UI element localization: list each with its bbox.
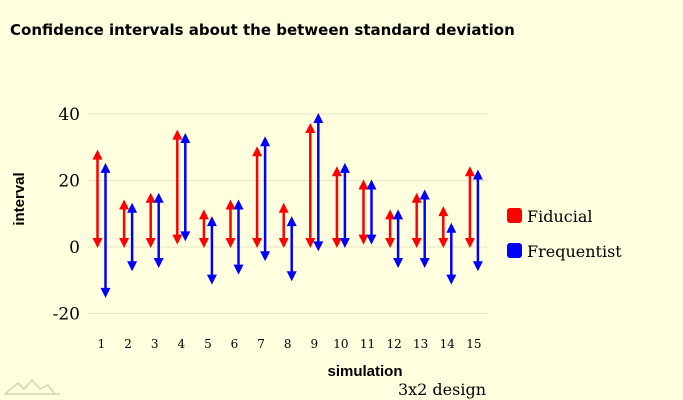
x-tick-label: 5 [204, 337, 212, 351]
interval-fiducial [278, 202, 289, 248]
y-tick-label: -20 [53, 305, 80, 325]
x-tick-label: 10 [333, 337, 348, 351]
y-tick-label: 0 [69, 238, 80, 258]
legend-swatch [507, 243, 522, 258]
x-tick-label: 11 [360, 337, 375, 351]
interval-frequentist [339, 162, 350, 248]
interval-fiducial [92, 149, 103, 248]
x-tick-label: 7 [257, 337, 265, 351]
interval-fiducial [305, 122, 316, 248]
x-tick-label: 6 [231, 337, 239, 351]
legend-label: Fiducial [527, 207, 593, 226]
x-tick-label: 2 [124, 337, 132, 351]
y-tick-label: 40 [58, 105, 80, 125]
y-tick-label: 20 [58, 172, 80, 192]
x-tick-label: 13 [413, 337, 428, 351]
x-tick-label: 14 [440, 337, 456, 351]
x-tick-label: 12 [386, 337, 401, 351]
x-tick-label: 9 [310, 337, 318, 351]
gridlines [88, 113, 487, 314]
x-tick-label: 1 [98, 337, 106, 351]
interval-fiducial [358, 179, 369, 245]
logo-icon [4, 378, 60, 395]
interval-frequentist [180, 132, 191, 242]
interval-fiducial [119, 199, 130, 248]
x-tick-label: 8 [284, 337, 292, 351]
x-axis-label: simulation [327, 363, 402, 380]
interval-frequentist [233, 199, 244, 275]
interval-fiducial [198, 209, 209, 248]
interval-fiducial [225, 199, 236, 248]
interval-fiducial [252, 146, 263, 248]
interval-fiducial [172, 129, 183, 245]
interval-fiducial [145, 192, 156, 248]
interval-frequentist [286, 216, 297, 282]
interval-fiducial [464, 166, 475, 248]
chart-title: Confidence intervals about the between s… [10, 21, 515, 39]
x-tick-label: 3 [151, 337, 159, 351]
x-tick-label: 15 [466, 337, 481, 351]
interval-frequentist [393, 209, 404, 268]
legend-swatch [507, 208, 522, 223]
interval-fiducial [411, 192, 422, 248]
interval-frequentist [419, 189, 430, 268]
y-axis-label: interval [11, 172, 28, 225]
series-fiducial [92, 122, 475, 248]
interval-frequentist [206, 216, 217, 285]
interval-frequentist [472, 169, 483, 272]
x-tick-labels: 1 2 3 4 5 6 7 8 9 10 11 12 13 14 15 [98, 337, 482, 351]
interval-frequentist [366, 179, 377, 245]
interval-series [92, 113, 483, 298]
x-tick-label: 4 [177, 337, 185, 351]
interval-frequentist [100, 162, 111, 298]
legend-label: Frequentist [527, 242, 622, 261]
interval-fiducial [385, 209, 396, 248]
interval-fiducial [438, 206, 449, 248]
interval-frequentist [313, 113, 324, 252]
interval-frequentist [446, 222, 457, 285]
caption: 3x2 design [398, 380, 486, 399]
legend: Fiducial Frequentist [507, 207, 622, 261]
y-tick-labels: -20 0 20 40 [53, 105, 80, 325]
interval-frequentist [127, 202, 138, 272]
interval-fiducial [331, 166, 342, 248]
interval-frequentist [260, 136, 271, 262]
series-frequentist [100, 113, 483, 298]
interval-frequentist [153, 192, 164, 268]
